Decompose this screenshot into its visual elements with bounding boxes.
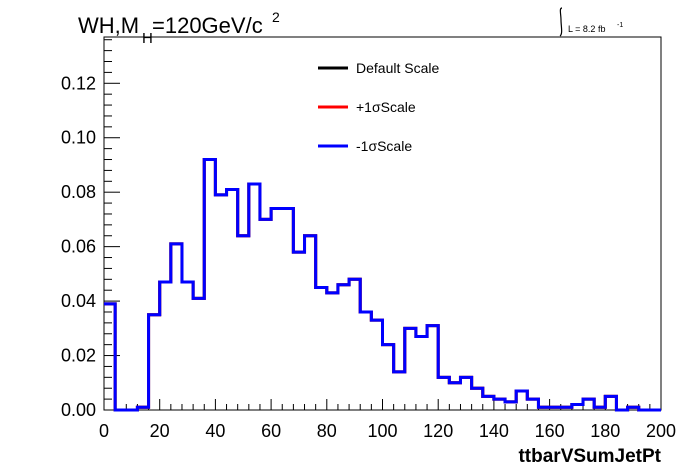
y-tick-label: 0.10 <box>61 128 96 148</box>
x-tick-label: 200 <box>646 421 676 441</box>
lumi-superscript: -1 <box>617 22 623 29</box>
x-tick-label: 140 <box>479 421 509 441</box>
title-rest: =120GeV/c <box>152 13 263 38</box>
integral-icon <box>559 7 563 37</box>
x-tick-label: 160 <box>535 421 565 441</box>
x-tick-label: 180 <box>590 421 620 441</box>
legend-label: Default Scale <box>356 60 439 76</box>
x-tick-label: 80 <box>317 421 337 441</box>
title-subscript: H <box>142 30 153 47</box>
luminosity-label: L = 8.2 fb -1 <box>559 7 623 37</box>
series-line-0 <box>104 158 661 412</box>
y-axis: 0.00 0.02 0.04 0.06 0.08 0.10 0.12 <box>61 39 120 420</box>
x-tick-label: 60 <box>261 421 281 441</box>
x-tick-label: 40 <box>205 421 225 441</box>
x-axis: 0 20 40 60 80 100 120 140 160 180 200 <box>99 399 676 441</box>
x-tick-label: 120 <box>423 421 453 441</box>
x-tick-label: 20 <box>150 421 170 441</box>
legend-label: +1σScale <box>356 99 416 115</box>
title-main: WH,M <box>78 13 139 38</box>
y-tick-label: 0.12 <box>61 73 96 93</box>
title-superscript: 2 <box>272 9 280 25</box>
plot-frame <box>103 36 662 411</box>
y-tick-label: 0.08 <box>61 182 96 202</box>
series-line-2 <box>104 158 661 412</box>
legend: Default Scale +1σScale -1σScale <box>318 60 439 154</box>
x-tick-label: 0 <box>99 421 109 441</box>
x-axis-label: ttbarVSumJetPt <box>518 446 661 467</box>
y-tick-label: 0.00 <box>61 400 96 420</box>
y-tick-label: 0.06 <box>61 237 96 257</box>
series-layer <box>104 158 661 412</box>
legend-label: -1σScale <box>356 138 412 154</box>
y-tick-label: 0.02 <box>61 346 96 366</box>
y-tick-label: 0.04 <box>61 291 96 311</box>
series-line-1 <box>104 158 661 412</box>
lumi-text: L = 8.2 fb <box>568 24 605 34</box>
x-tick-label: 100 <box>367 421 397 441</box>
chart-title: WH,M H =120GeV/c 2 <box>78 9 280 47</box>
